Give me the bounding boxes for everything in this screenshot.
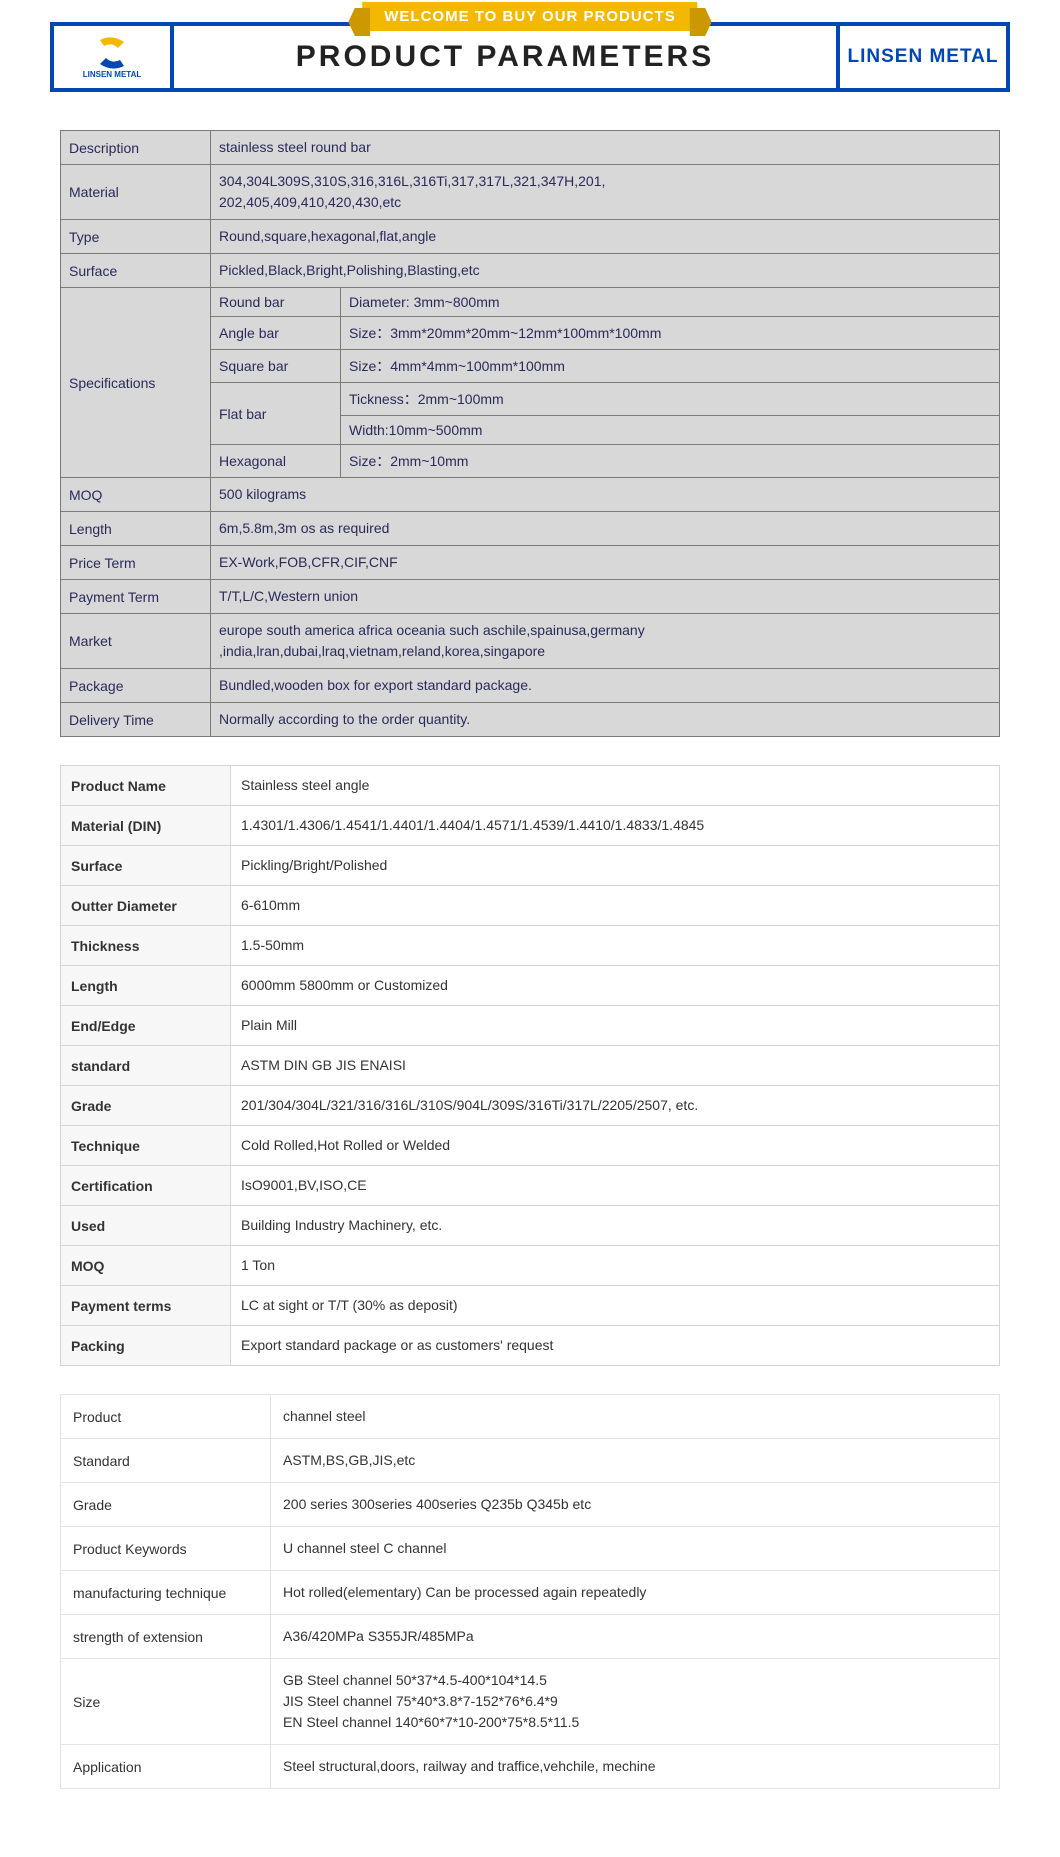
table-value: U channel steel C channel (271, 1527, 1000, 1571)
table-label: Thickness (61, 926, 231, 966)
table-label: End/Edge (61, 1006, 231, 1046)
content-area: Descriptionstainless steel round barMate… (0, 110, 1060, 1857)
table-label: Surface (61, 846, 231, 886)
table-label: Surface (61, 254, 211, 288)
table-sublabel: Hexagonal (211, 445, 341, 478)
table-value: Plain Mill (231, 1006, 1000, 1046)
table-label: Length (61, 966, 231, 1006)
table-value: A36/420MPa S355JR/485MPa (271, 1615, 1000, 1659)
table-value: ASTM DIN GB JIS ENAISI (231, 1046, 1000, 1086)
table-label: Description (61, 131, 211, 165)
table-label: Product Keywords (61, 1527, 271, 1571)
table-value: 6-610mm (231, 886, 1000, 926)
table-label: Payment terms (61, 1286, 231, 1326)
table-label: Package (61, 669, 211, 703)
table-value: Round,square,hexagonal,flat,angle (211, 220, 1000, 254)
table-round-bar: Descriptionstainless steel round barMate… (60, 130, 1000, 737)
logo-box: LINSEN METAL (54, 26, 174, 88)
table-value: Cold Rolled,Hot Rolled or Welded (231, 1126, 1000, 1166)
logo-text: LINSEN METAL (83, 70, 142, 79)
welcome-ribbon: WELCOME TO BUY OUR PRODUCTS (362, 2, 697, 31)
banner-brand: LINSEN METAL (836, 26, 1006, 88)
table-label: Payment Term (61, 580, 211, 614)
table-label: Technique (61, 1126, 231, 1166)
table-label: Price Term (61, 546, 211, 580)
table-label: Packing (61, 1326, 231, 1366)
table-label: Specifications (61, 288, 211, 478)
table-value: EX-Work,FOB,CFR,CIF,CNF (211, 546, 1000, 580)
table-value: Stainless steel angle (231, 766, 1000, 806)
table-sublabel: Square bar (211, 350, 341, 383)
table-sublabel: Round bar (211, 288, 341, 317)
table-value: Size：2mm~10mm (341, 445, 1000, 478)
table-value: Normally according to the order quantity… (211, 703, 1000, 737)
table-label: MOQ (61, 1246, 231, 1286)
table-ss-angle: Product NameStainless steel angleMateria… (60, 765, 1000, 1366)
table-value: europe south america africa oceania such… (211, 614, 1000, 669)
table-label: Standard (61, 1439, 271, 1483)
table-value: stainless steel round bar (211, 131, 1000, 165)
banner-title: PRODUCT PARAMETERS (174, 26, 836, 88)
table-value: channel steel (271, 1395, 1000, 1439)
table-label: Delivery Time (61, 703, 211, 737)
table-value: T/T,L/C,Western union (211, 580, 1000, 614)
table-sublabel: Flat bar (211, 383, 341, 445)
table-value: Tickness：2mm~100mm (341, 383, 1000, 416)
table-value: Width:10mm~500mm (341, 416, 1000, 445)
banner-bar: LINSEN METAL PRODUCT PARAMETERS LINSEN M… (50, 22, 1010, 92)
table-value: Export standard package or as customers'… (231, 1326, 1000, 1366)
table-value: LC at sight or T/T (30% as deposit) (231, 1286, 1000, 1326)
table-value: 500 kilograms (211, 478, 1000, 512)
table-label: strength of extension (61, 1615, 271, 1659)
table-value: 6000mm 5800mm or Customized (231, 966, 1000, 1006)
table-value: GB Steel channel 50*37*4.5-400*104*14.5 … (271, 1659, 1000, 1745)
table-value: Building Industry Machinery, etc. (231, 1206, 1000, 1246)
table-value: Size：3mm*20mm*20mm~12mm*100mm*100mm (341, 317, 1000, 350)
table-label: Size (61, 1659, 271, 1745)
table-label: MOQ (61, 478, 211, 512)
table-value: IsO9001,BV,ISO,CE (231, 1166, 1000, 1206)
table-label: Outter Diameter (61, 886, 231, 926)
table-value: Diameter: 3mm~800mm (341, 288, 1000, 317)
table-label: Type (61, 220, 211, 254)
table-label: manufacturing technique (61, 1571, 271, 1615)
table-label: Material (DIN) (61, 806, 231, 846)
table-label: Grade (61, 1483, 271, 1527)
table-channel-steel: Productchannel steelStandardASTM,BS,GB,J… (60, 1394, 1000, 1789)
table-value: 200 series 300series 400series Q235b Q34… (271, 1483, 1000, 1527)
table-label: Market (61, 614, 211, 669)
table-value: Pickling/Bright/Polished (231, 846, 1000, 886)
table-label: Material (61, 165, 211, 220)
table-label: Grade (61, 1086, 231, 1126)
table-value: 201/304/304L/321/316/316L/310S/904L/309S… (231, 1086, 1000, 1126)
table-value: 1 Ton (231, 1246, 1000, 1286)
table-label: standard (61, 1046, 231, 1086)
logo-icon (92, 36, 132, 70)
table-label: Length (61, 512, 211, 546)
table-label: Product Name (61, 766, 231, 806)
table-label: Certification (61, 1166, 231, 1206)
table-value: 1.4301/1.4306/1.4541/1.4401/1.4404/1.457… (231, 806, 1000, 846)
table-sublabel: Angle bar (211, 317, 341, 350)
table-value: Size：4mm*4mm~100mm*100mm (341, 350, 1000, 383)
table-label: Used (61, 1206, 231, 1246)
table-value: Steel structural,doors, railway and traf… (271, 1745, 1000, 1789)
table-value: 304,304L309S,310S,316,316L,316Ti,317,317… (211, 165, 1000, 220)
table-label: Application (61, 1745, 271, 1789)
table-label: Product (61, 1395, 271, 1439)
header-banner: WELCOME TO BUY OUR PRODUCTS LINSEN METAL… (0, 0, 1060, 110)
table-value: Hot rolled(elementary) Can be processed … (271, 1571, 1000, 1615)
table-value: ASTM,BS,GB,JIS,etc (271, 1439, 1000, 1483)
table-value: 1.5-50mm (231, 926, 1000, 966)
table-value: Bundled,wooden box for export standard p… (211, 669, 1000, 703)
table-value: 6m,5.8m,3m os as required (211, 512, 1000, 546)
table-value: Pickled,Black,Bright,Polishing,Blasting,… (211, 254, 1000, 288)
